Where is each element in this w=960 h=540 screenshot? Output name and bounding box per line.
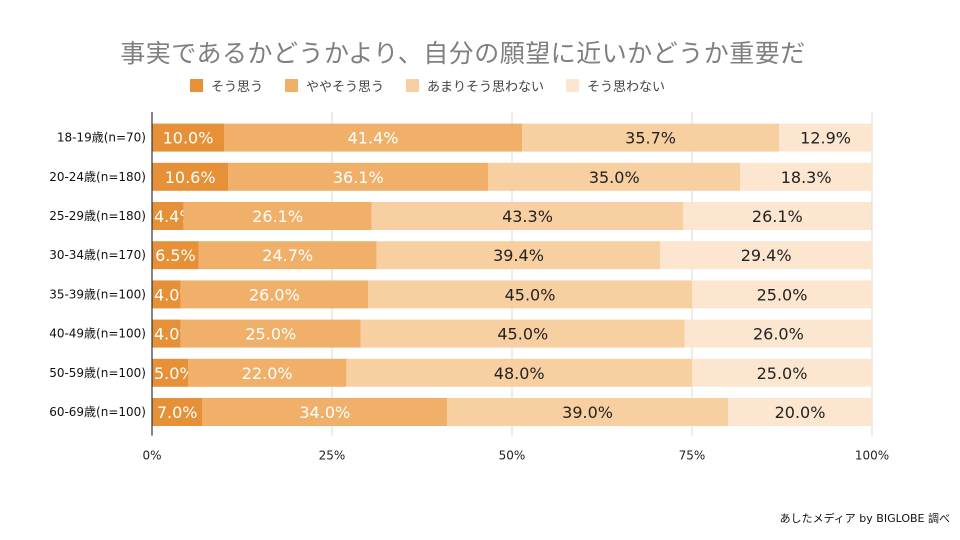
bar-segment-2 bbox=[228, 162, 489, 191]
data-label: 5.0% bbox=[154, 364, 195, 383]
bar-segment-1 bbox=[152, 162, 229, 191]
bar-segment-2 bbox=[224, 123, 523, 152]
data-label: 45.0% bbox=[505, 285, 556, 304]
bar-segment-4 bbox=[728, 398, 872, 426]
source-note: あしたメディア by BIGLOBE 調べ bbox=[779, 512, 950, 525]
data-label: 41.4% bbox=[348, 129, 399, 148]
legend-item-3: あまりそう思わない bbox=[406, 76, 544, 95]
data-label: 39.4% bbox=[493, 246, 544, 265]
bar-segment-2 bbox=[180, 319, 361, 348]
category-label: 40-49歳(n=100) bbox=[49, 327, 146, 341]
data-label: 10.6% bbox=[165, 168, 216, 187]
data-label: 43.3% bbox=[502, 207, 553, 226]
data-label: 25.0% bbox=[757, 285, 808, 304]
data-label: 26.0% bbox=[753, 325, 804, 344]
bar-segment-3 bbox=[522, 123, 780, 152]
category-label: 60-69歳(n=100) bbox=[49, 405, 146, 419]
legend-swatch bbox=[566, 79, 580, 92]
bar-segment-3 bbox=[447, 398, 728, 426]
bar-segment-3 bbox=[360, 319, 685, 348]
bar-segment-3 bbox=[346, 358, 692, 387]
bar-segment-1 bbox=[152, 280, 181, 309]
legend-item-4: そう思わない bbox=[566, 76, 665, 95]
data-label: 34.0% bbox=[299, 403, 350, 422]
data-label: 48.0% bbox=[494, 364, 545, 383]
bar-segment-4 bbox=[660, 241, 872, 270]
bar-segment-1 bbox=[152, 398, 203, 426]
data-label: 20.0% bbox=[775, 403, 826, 422]
data-label: 7.0% bbox=[157, 403, 198, 422]
data-label: 24.7% bbox=[262, 246, 313, 265]
category-label: 30-34歳(n=170) bbox=[49, 248, 146, 262]
bar-segment-2 bbox=[180, 280, 368, 309]
data-label: 10.0% bbox=[163, 129, 214, 148]
bar-segment-3 bbox=[376, 241, 661, 270]
bar-segment-4 bbox=[683, 202, 872, 230]
legend-label: あまりそう思わない bbox=[427, 80, 545, 95]
category-label: 25-29歳(n=180) bbox=[49, 209, 146, 223]
bar-segment-1 bbox=[152, 319, 181, 348]
bar-segment-3 bbox=[488, 162, 741, 191]
bar-segment-1 bbox=[152, 358, 188, 387]
bar-segment-4 bbox=[692, 358, 872, 387]
x-tick-label: 100% bbox=[855, 449, 889, 463]
data-label: 6.5% bbox=[155, 246, 196, 265]
legend-item-2: ややそう思う bbox=[285, 76, 384, 95]
bar-segment-2 bbox=[183, 202, 372, 230]
data-label: 35.0% bbox=[589, 168, 640, 187]
category-label: 50-59歳(n=100) bbox=[49, 366, 146, 380]
chart-title: 事実であるかどうかより、自分の願望に近いかどうか重要だ bbox=[120, 39, 806, 68]
bar-segment-4 bbox=[692, 280, 872, 309]
bar-segment-4 bbox=[740, 162, 872, 191]
legend-swatch bbox=[406, 79, 420, 92]
data-label: 12.9% bbox=[800, 129, 851, 148]
legend-label: そう思う bbox=[211, 80, 264, 95]
category-label: 20-24歳(n=180) bbox=[49, 170, 146, 184]
legend-swatch bbox=[190, 79, 203, 92]
category-label: 18-19歳(n=70) bbox=[57, 131, 146, 145]
x-tick-label: 25% bbox=[319, 449, 346, 463]
data-label: 45.0% bbox=[497, 325, 548, 344]
bar-segment-2 bbox=[188, 358, 347, 387]
bar-segment-3 bbox=[371, 202, 684, 230]
legend: そう思う ややそう思う あまりそう思わない そう思わない bbox=[190, 76, 665, 95]
legend-item-1: そう思う bbox=[190, 76, 263, 95]
data-label: 35.7% bbox=[625, 129, 676, 148]
category-label: 35-39歳(n=100) bbox=[49, 287, 146, 301]
data-label: 26.1% bbox=[252, 207, 303, 226]
data-label: 25.0% bbox=[245, 325, 296, 344]
data-label: 26.1% bbox=[752, 207, 803, 226]
bar-segment-1 bbox=[152, 123, 224, 152]
data-label: 39.0% bbox=[562, 403, 613, 422]
bar-segment-1 bbox=[152, 241, 199, 270]
x-tick-label: 75% bbox=[679, 449, 706, 463]
data-label: 29.4% bbox=[741, 246, 792, 265]
data-label: 22.0% bbox=[242, 364, 293, 383]
x-tick-label: 0% bbox=[142, 449, 161, 463]
bar-segment-4 bbox=[779, 123, 872, 152]
data-label: 36.1% bbox=[333, 168, 384, 187]
legend-swatch bbox=[285, 79, 299, 92]
bar-segment-3 bbox=[368, 280, 692, 309]
bar-segment-2 bbox=[198, 241, 377, 270]
legend-label: そう思わない bbox=[587, 80, 666, 95]
data-label: 26.0% bbox=[249, 285, 300, 304]
x-tick-label: 50% bbox=[499, 449, 526, 463]
data-label: 18.3% bbox=[781, 168, 832, 187]
bar-segment-2 bbox=[202, 398, 448, 426]
bar-segment-4 bbox=[684, 319, 872, 348]
data-label: 25.0% bbox=[757, 364, 808, 383]
legend-label: ややそう思う bbox=[306, 80, 385, 95]
bar-segment-1 bbox=[152, 202, 184, 230]
